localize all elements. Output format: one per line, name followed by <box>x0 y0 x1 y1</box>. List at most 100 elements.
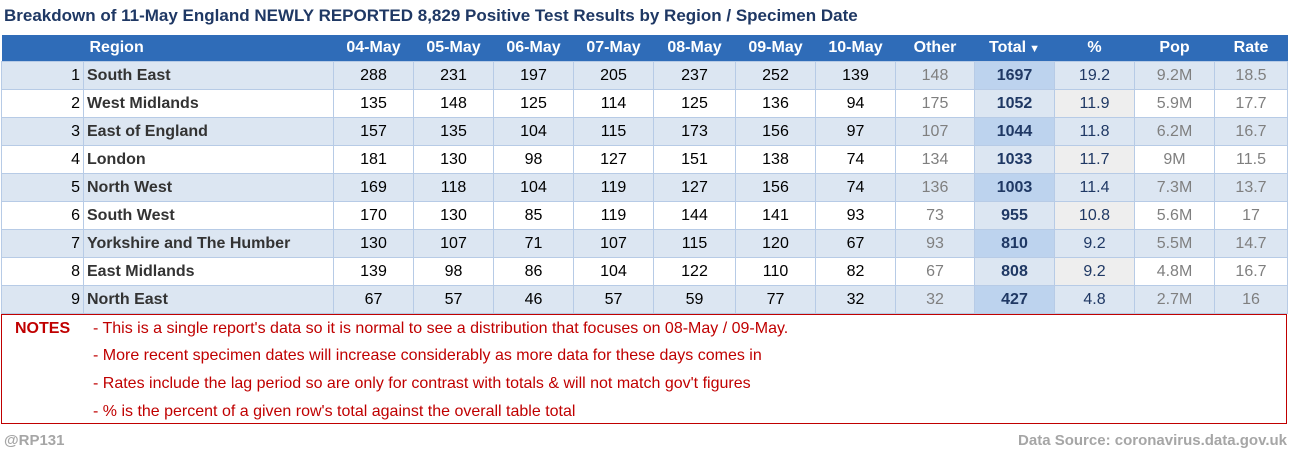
value-cell-07-may: 119 <box>573 173 654 202</box>
value-cell-09-may: 136 <box>735 89 816 118</box>
rank-cell: 1 <box>1 61 84 90</box>
value-cell-04-may: 67 <box>333 285 414 314</box>
value-cell-04-may: 139 <box>333 257 414 286</box>
value-cell-09-may: 156 <box>735 117 816 146</box>
region-cell: South East <box>83 61 334 90</box>
region-cell: East of England <box>83 117 334 146</box>
value-cell-07-may: 127 <box>573 145 654 174</box>
header-05-may[interactable]: 05-May <box>413 35 494 62</box>
header-10-may[interactable]: 10-May <box>815 35 896 62</box>
header-total[interactable]: Total ▼ <box>974 35 1055 62</box>
total-cell: 810 <box>974 229 1055 258</box>
value-cell-05-may: 148 <box>413 89 494 118</box>
percent-cell: 9.2 <box>1054 257 1135 286</box>
header-08-may[interactable]: 08-May <box>653 35 736 62</box>
value-cell-06-may: 197 <box>493 61 574 90</box>
value-cell-10-may: 32 <box>815 285 896 314</box>
region-cell: Yorkshire and The Humber <box>83 229 334 258</box>
pop-cell: 6.2M <box>1134 117 1215 146</box>
percent-cell: 10.8 <box>1054 201 1135 230</box>
rate-cell: 17.7 <box>1214 89 1288 118</box>
table-row: 8 East Midlands 139 98 86 104 122 110 82 67 808 9.2… <box>1 257 1288 286</box>
value-cell-08-may: 144 <box>653 201 736 230</box>
total-cell: 1052 <box>974 89 1055 118</box>
value-cell-05-may: 107 <box>413 229 494 258</box>
value-cell-04-may: 181 <box>333 145 414 174</box>
rank-cell: 7 <box>1 229 84 258</box>
value-cell-04-may: 288 <box>333 61 414 90</box>
data-source: Data Source: coronavirus.data.gov.uk <box>1018 432 1287 449</box>
pop-cell: 9.2M <box>1134 61 1215 90</box>
sort-descending-icon[interactable]: ▼ <box>1029 43 1040 55</box>
header-07-may[interactable]: 07-May <box>573 35 654 62</box>
value-cell-10-may: 67 <box>815 229 896 258</box>
table-row: 9 North East 67 57 46 57 59 77 32 32 427 4.8 2.7M 16 <box>1 285 1288 314</box>
rate-cell: 17 <box>1214 201 1288 230</box>
value-cell-09-may: 138 <box>735 145 816 174</box>
note-line: - Rates include the lag period so are on… <box>93 375 751 392</box>
header-06-may[interactable]: 06-May <box>493 35 574 62</box>
rate-cell: 16.7 <box>1214 117 1288 146</box>
value-cell-06-may: 46 <box>493 285 574 314</box>
rank-cell: 2 <box>1 89 84 118</box>
other-cell: 67 <box>895 257 975 286</box>
pop-cell: 5.9M <box>1134 89 1215 118</box>
note-line: - % is the percent of a given row's tota… <box>93 403 576 420</box>
value-cell-05-may: 57 <box>413 285 494 314</box>
rank-cell: 3 <box>1 117 84 146</box>
value-cell-08-may: 151 <box>653 145 736 174</box>
value-cell-06-may: 104 <box>493 173 574 202</box>
header-09-may[interactable]: 09-May <box>735 35 816 62</box>
rate-cell: 16.7 <box>1214 257 1288 286</box>
value-cell-06-may: 104 <box>493 117 574 146</box>
region-cell: West Midlands <box>83 89 334 118</box>
region-cell: London <box>83 145 334 174</box>
value-cell-07-may: 205 <box>573 61 654 90</box>
value-cell-07-may: 119 <box>573 201 654 230</box>
value-cell-08-may: 59 <box>653 285 736 314</box>
header-04-may[interactable]: 04-May <box>333 35 414 62</box>
header-other[interactable]: Other <box>895 35 975 62</box>
value-cell-06-may: 85 <box>493 201 574 230</box>
percent-cell: 11.7 <box>1054 145 1135 174</box>
value-cell-05-may: 98 <box>413 257 494 286</box>
percent-cell: 11.9 <box>1054 89 1135 118</box>
pop-cell: 5.5M <box>1134 229 1215 258</box>
total-cell: 808 <box>974 257 1055 286</box>
other-cell: 32 <box>895 285 975 314</box>
other-cell: 136 <box>895 173 975 202</box>
value-cell-05-may: 231 <box>413 61 494 90</box>
value-cell-06-may: 71 <box>493 229 574 258</box>
results-table: Region 04-May 05-May 06-May 07-May 08-Ma… <box>1 35 1288 314</box>
value-cell-10-may: 74 <box>815 145 896 174</box>
value-cell-08-may: 127 <box>653 173 736 202</box>
percent-cell: 19.2 <box>1054 61 1135 90</box>
value-cell-06-may: 86 <box>493 257 574 286</box>
value-cell-08-may: 173 <box>653 117 736 146</box>
value-cell-04-may: 169 <box>333 173 414 202</box>
table-row: 6 South West 170 130 85 119 144 141 93 73 955 10.8 5… <box>1 201 1288 230</box>
table-body: 1 South East 288 231 197 205 237 252 139 148 1697 1… <box>1 61 1288 314</box>
value-cell-08-may: 122 <box>653 257 736 286</box>
other-cell: 148 <box>895 61 975 90</box>
header-pop[interactable]: Pop <box>1134 35 1215 62</box>
value-cell-08-may: 115 <box>653 229 736 258</box>
notes-box: NOTES - This is a single report's data s… <box>1 314 1287 424</box>
notes-label: NOTES <box>15 320 71 337</box>
pop-cell: 2.7M <box>1134 285 1215 314</box>
value-cell-09-may: 141 <box>735 201 816 230</box>
region-cell: East Midlands <box>83 257 334 286</box>
header-percent[interactable]: % <box>1054 35 1135 62</box>
rank-cell: 5 <box>1 173 84 202</box>
other-cell: 73 <box>895 201 975 230</box>
author-handle: @RP131 <box>4 432 65 449</box>
header-rate[interactable]: Rate <box>1214 35 1288 62</box>
value-cell-07-may: 115 <box>573 117 654 146</box>
value-cell-09-may: 252 <box>735 61 816 90</box>
other-cell: 175 <box>895 89 975 118</box>
header-region[interactable]: Region <box>83 35 334 62</box>
region-cell: North East <box>83 285 334 314</box>
value-cell-08-may: 237 <box>653 61 736 90</box>
rate-cell: 16 <box>1214 285 1288 314</box>
region-cell: South West <box>83 201 334 230</box>
